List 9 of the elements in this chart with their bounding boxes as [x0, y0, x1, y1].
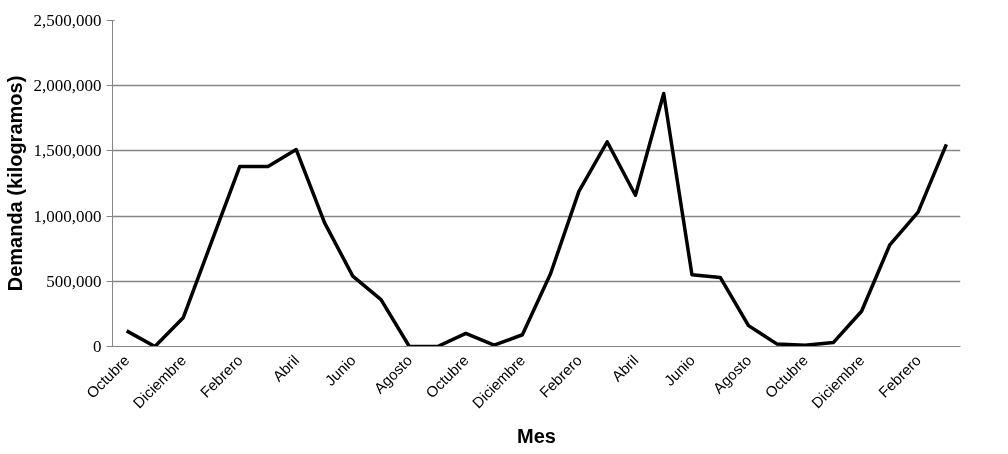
y-tick-label: 0: [93, 337, 102, 356]
y-tick-label: 500,000: [46, 271, 102, 291]
line-series: [124, 91, 949, 347]
y-tick-label: 2,500,000: [33, 11, 102, 30]
y-tick-label: 1,000,000: [33, 206, 102, 226]
x-axis-title: Mes: [517, 425, 556, 448]
y-tick-label: 2,000,000: [33, 76, 102, 96]
y-axis-title: Demanda (kilogramos): [3, 75, 26, 292]
y-tick-label: 1,500,000: [33, 141, 102, 161]
